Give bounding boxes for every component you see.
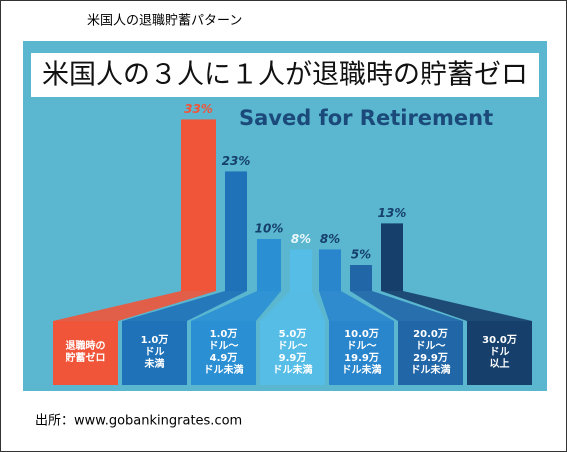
category-label: 5.0万 ドル〜 9.9万 ドル未満	[260, 321, 325, 385]
ramp	[381, 291, 532, 321]
ramp	[350, 291, 463, 321]
value-label: 13%	[378, 206, 407, 220]
bar	[225, 171, 247, 291]
ramp	[191, 291, 281, 321]
category-label: 1.0万 ドル 未満	[122, 321, 187, 385]
value-label: 23%	[222, 154, 251, 168]
value-label: 10%	[255, 222, 284, 236]
value-label: 8%	[320, 232, 340, 246]
ramp	[122, 291, 247, 321]
bar	[381, 223, 403, 291]
category-label: 10.0万 ドル〜 19.9万 ドル未満	[329, 321, 394, 385]
bar	[257, 239, 281, 291]
ramp	[53, 291, 216, 321]
value-label: 33%	[184, 102, 213, 116]
heading: 米国人の３人に１人が退職時の貯蓄ゼロ	[42, 60, 528, 91]
bar	[181, 119, 216, 292]
category-label: 退職時の 貯蓄ゼロ	[53, 321, 118, 385]
subtitle: Saved for Retirement	[239, 106, 493, 130]
source: 出所：www.gobankingrates.com	[35, 414, 242, 429]
bar	[290, 249, 312, 291]
bar	[319, 249, 341, 291]
category-label: 30.0万 ドル 以上	[467, 321, 532, 385]
ramp	[319, 291, 394, 321]
caption: 米国人の退職貯蓄パターン	[87, 14, 242, 29]
value-label: 8%	[291, 232, 311, 246]
bar	[350, 265, 372, 291]
ramp	[260, 291, 325, 321]
heading-band	[31, 53, 539, 97]
category-label: 1.0万 ドル〜 4.9万 ドル未満	[191, 321, 256, 385]
value-label: 5%	[351, 248, 371, 262]
category-label: 20.0万 ドル〜 29.9万 ドル未満	[398, 321, 463, 385]
